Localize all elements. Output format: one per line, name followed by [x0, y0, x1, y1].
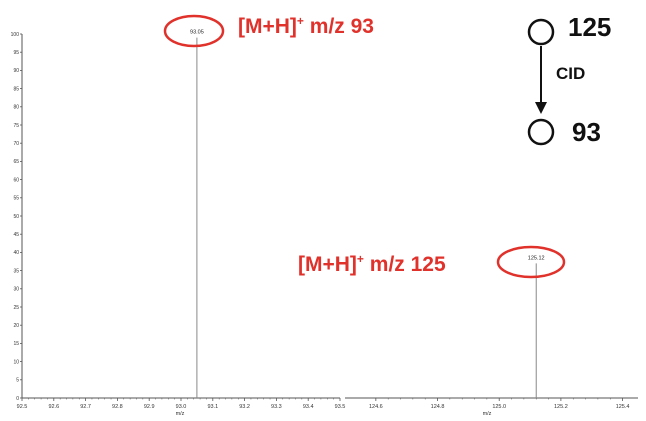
y-tick-label: 55: [13, 196, 19, 202]
y-tick-label: 80: [13, 105, 19, 111]
precursor-mz-label: 125: [568, 12, 612, 42]
y-tick-label: 85: [13, 86, 19, 92]
y-tick-label: 100: [11, 32, 20, 38]
x-axis-label: m/z: [483, 411, 492, 417]
product-mz-label: 93: [572, 117, 601, 147]
x-axis-label: m/z: [176, 411, 185, 417]
x-tick-label: 124.6: [369, 404, 383, 410]
y-tick-label: 15: [13, 341, 19, 347]
y-tick-label: 10: [13, 359, 19, 365]
y-tick-label: 5: [16, 378, 19, 384]
x-tick-label: 93.4: [303, 404, 314, 410]
y-tick-label: 45: [13, 232, 19, 238]
y-tick-label: 35: [13, 268, 19, 274]
y-tick-label: 30: [13, 287, 19, 293]
y-tick-label: 20: [13, 323, 19, 329]
x-tick-label: 93.0: [176, 404, 187, 410]
y-tick-label: 90: [13, 68, 19, 74]
x-tick-label: 92.5: [17, 404, 28, 410]
y-tick-label: 65: [13, 159, 19, 165]
cid-arrow-head-icon: [535, 102, 547, 114]
precursor-node-icon: [527, 18, 555, 46]
x-tick-label: 92.9: [144, 404, 155, 410]
x-tick-label: 93.3: [271, 404, 282, 410]
x-tick-label: 92.8: [112, 404, 123, 410]
y-tick-label: 40: [13, 250, 19, 256]
product-node-icon: [527, 118, 555, 146]
x-tick-label: 92.7: [80, 404, 91, 410]
x-tick-label: 93.1: [207, 404, 218, 410]
x-tick-label: 93.2: [239, 404, 250, 410]
y-tick-label: 25: [13, 305, 19, 311]
peak-label: 125.12: [528, 255, 545, 261]
y-tick-label: 95: [13, 50, 19, 56]
peak-125-annotation: [M+H]+ m/z 125: [298, 252, 446, 276]
peak-93-highlight-ellipse: [163, 14, 225, 48]
x-tick-label: 92.6: [48, 404, 59, 410]
x-tick-label: 93.5: [335, 404, 346, 410]
y-tick-label: 75: [13, 123, 19, 129]
y-tick-label: 0: [16, 396, 19, 402]
y-tick-label: 60: [13, 177, 19, 183]
x-tick-label: 125.0: [492, 404, 506, 410]
y-tick-label: 50: [13, 214, 19, 220]
y-tick-label: 70: [13, 141, 19, 147]
peak-93-annotation: [M+H]+ m/z 93: [238, 14, 374, 38]
x-tick-label: 125.4: [616, 404, 630, 410]
peak-label: 93.05: [190, 30, 204, 36]
x-tick-label: 124.8: [431, 404, 445, 410]
x-tick-label: 125.2: [554, 404, 568, 410]
peak-125-highlight-ellipse: [496, 245, 566, 279]
cid-arrow-label: CID: [556, 64, 586, 83]
spectrum-panel-93: 92.5 92.6 92.7 92.8 92.9 93.0 93.1 93.2 93.3 93.4…: [11, 30, 346, 417]
spectrum-panel-125: 124.6 124.8 125.0 125.2 125.4 m/z 125.12: [345, 255, 638, 417]
